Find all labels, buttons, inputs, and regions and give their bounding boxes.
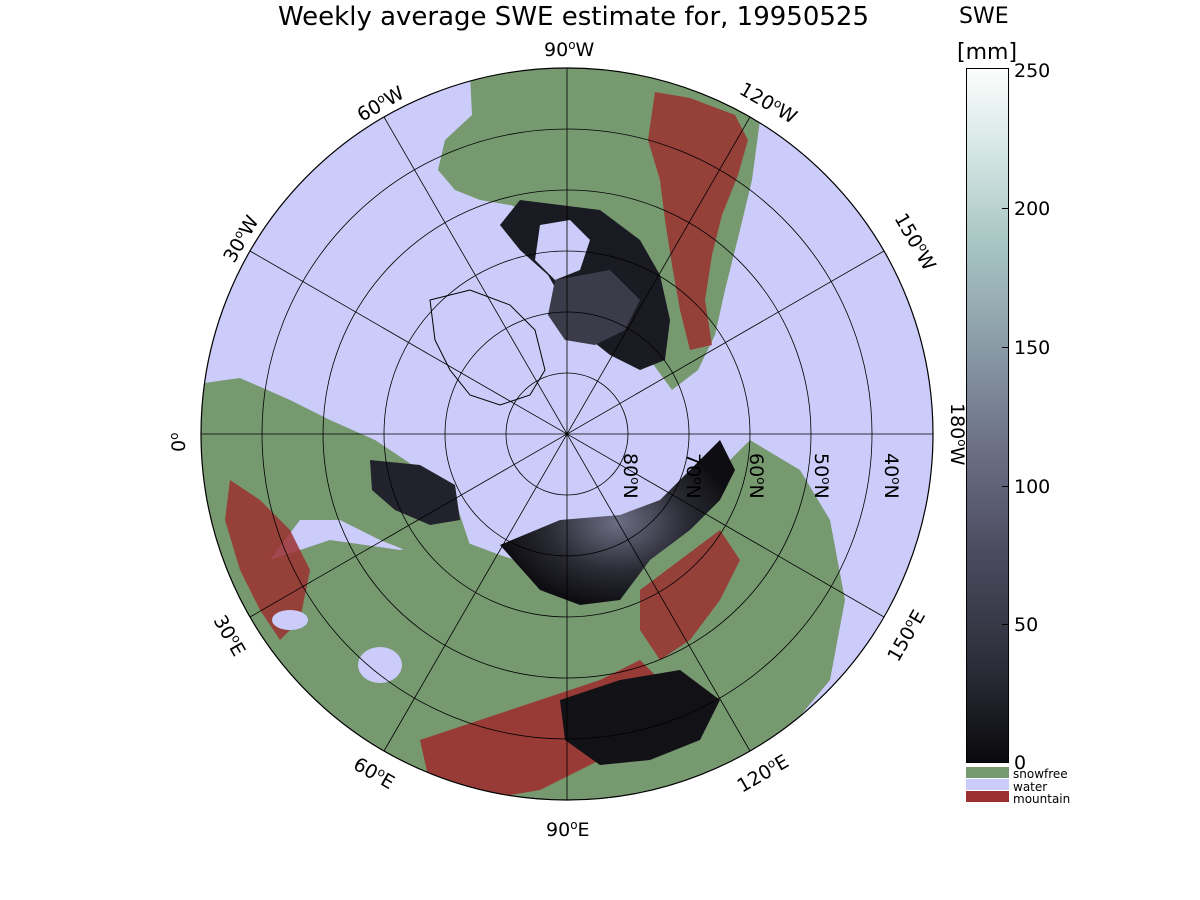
greenland-outline (429, 289, 546, 406)
lon-label-120e: 120oE (733, 750, 793, 798)
lon-label-90w: 90oW (544, 38, 595, 61)
lat-label-50n: 50oN (810, 453, 833, 499)
colorbar-unit: [mm] (957, 40, 1018, 65)
mongolia-snow (560, 670, 720, 765)
rocky-mountains (648, 92, 748, 350)
legend-swatch-mountain (966, 791, 1009, 802)
colorbar-tick-50: 50 (1014, 614, 1039, 636)
lon-label-90e: 90oE (546, 818, 590, 841)
siberian-snow (500, 440, 735, 605)
lon-label-150w: 150oW (890, 209, 941, 275)
lat-label-60n: 60oN (745, 453, 768, 499)
colorbar-tick-0: 0 (1014, 752, 1027, 774)
colorbar-tick-250: 250 (1014, 60, 1051, 82)
lon-label-60e: 60oE (350, 752, 399, 794)
lon-label-150e: 150oE (882, 606, 930, 666)
legend-label-mountain: mountain (1013, 792, 1071, 806)
european-mountains (225, 480, 310, 640)
colorbar-tickmark (1002, 486, 1009, 487)
lat-label-70n: 70oN (682, 453, 705, 499)
lat-label-40n: 40oN (880, 453, 903, 499)
black-sea (272, 610, 308, 630)
lat-label-80n: 80oN (619, 453, 642, 499)
colorbar-tick-100: 100 (1014, 476, 1051, 498)
colorbar-tickmark (1002, 624, 1009, 625)
lon-label-180w: 180oW (946, 403, 969, 466)
east-siberia-mountains (640, 530, 740, 660)
colorbar-tickmark (1002, 208, 1009, 209)
legend-swatch-snowfree (966, 767, 1009, 778)
colorbar-tick-200: 200 (1014, 198, 1051, 220)
swe-colorbar (966, 68, 1009, 763)
legend-label-water: water (1013, 780, 1048, 794)
legend-swatch-water (966, 779, 1009, 790)
colorbar-tick-150: 150 (1014, 337, 1051, 359)
colorbar-title: SWE (959, 4, 1009, 29)
hudson-bay (535, 220, 590, 280)
legend-label-snowfree: snowfree (1013, 767, 1068, 781)
lon-label-0: 0o (167, 433, 190, 452)
arctic-archipelago (548, 270, 640, 345)
lon-label-30e: 30oE (209, 611, 251, 660)
caspian-sea (358, 647, 402, 683)
colorbar-tickmark (1002, 347, 1009, 348)
map-title: Weekly average SWE estimate for, 1995052… (278, 2, 870, 32)
meridian-lines (201, 68, 933, 800)
